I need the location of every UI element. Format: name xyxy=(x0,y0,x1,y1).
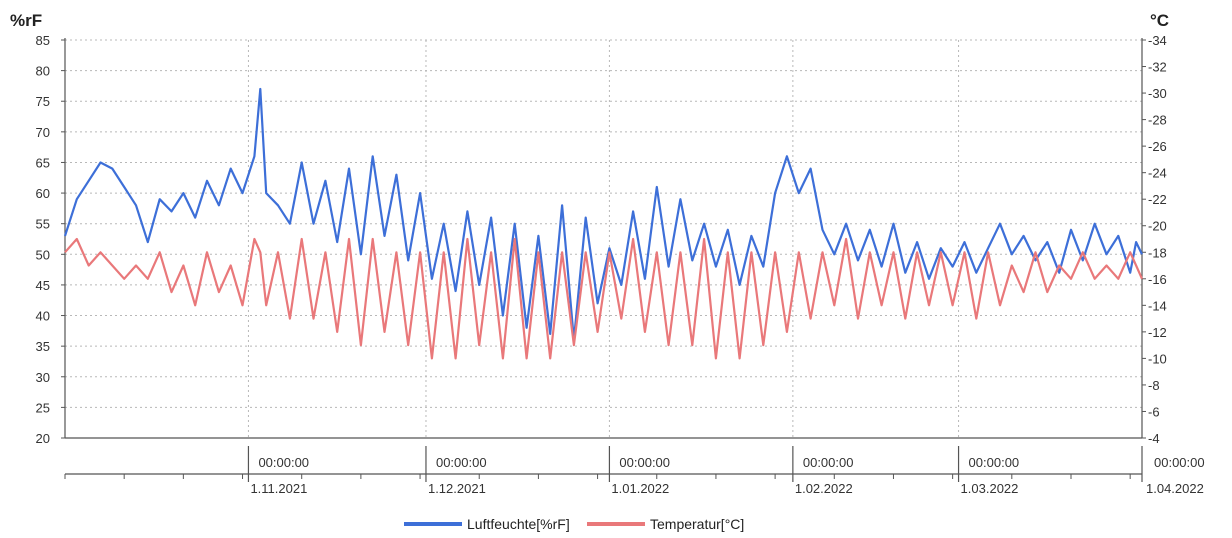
date-tick-time: 00:00:00 xyxy=(1154,455,1205,470)
date-tick-label: 1.12.2021 xyxy=(428,481,486,496)
right-tick-label: -26 xyxy=(1148,139,1167,154)
right-axis-title: °C xyxy=(1150,11,1169,30)
right-tick-label: -12 xyxy=(1148,325,1167,340)
right-tick-label: -14 xyxy=(1148,298,1167,313)
grid xyxy=(65,39,1143,439)
axes: 20 25 30 35 40 45 50 55 60 65 70 75 80 85 -4 -6 -8 -10 -12… xyxy=(36,33,1205,496)
date-tick-label: 1.04.2022 xyxy=(1146,481,1204,496)
left-tick-label: 75 xyxy=(36,94,50,109)
left-tick-label: 70 xyxy=(36,125,50,140)
right-tick-label: -28 xyxy=(1148,113,1167,128)
right-tick-label: -30 xyxy=(1148,86,1167,101)
series-line-luftfeuchte xyxy=(63,87,1143,342)
date-tick-label: 1.02.2022 xyxy=(795,481,853,496)
date-tick-label: 1.01.2022 xyxy=(611,481,669,496)
legend-label: Luftfeuchte[%rF] xyxy=(467,516,570,532)
date-tick-time: 00:00:00 xyxy=(258,455,309,470)
right-tick-label: -4 xyxy=(1148,431,1160,446)
right-tick-label: -16 xyxy=(1148,272,1167,287)
left-tick-label: 50 xyxy=(36,247,50,262)
left-tick-label: 35 xyxy=(36,339,50,354)
left-axis-title: %rF xyxy=(10,11,42,30)
left-tick-label: 65 xyxy=(36,155,50,170)
left-tick-label: 45 xyxy=(36,278,50,293)
right-tick-label: -20 xyxy=(1148,219,1167,234)
right-tick-label: -6 xyxy=(1148,404,1160,419)
series-line-temperatur xyxy=(64,237,1144,360)
date-tick-time: 00:00:00 xyxy=(619,455,670,470)
date-tick-label: 1.11.2021 xyxy=(250,481,307,496)
legend: Luftfeuchte[%rF] Temperatur[°C] xyxy=(404,516,744,532)
right-tick-label: -32 xyxy=(1148,60,1167,75)
right-tick-label: -18 xyxy=(1148,245,1167,260)
right-tick-label: -8 xyxy=(1148,378,1160,393)
left-tick-label: 85 xyxy=(36,33,50,48)
left-tick-label: 30 xyxy=(36,370,50,385)
date-tick-label: 1.03.2022 xyxy=(961,481,1019,496)
right-tick-label: -24 xyxy=(1148,166,1167,181)
date-tick-time: 00:00:00 xyxy=(436,455,487,470)
series-layer xyxy=(63,87,1144,360)
right-tick-label: -22 xyxy=(1148,192,1167,207)
left-tick-label: 80 xyxy=(36,64,50,79)
left-tick-label: 60 xyxy=(36,186,50,201)
right-tick-label: -10 xyxy=(1148,351,1167,366)
date-tick-time: 00:00:00 xyxy=(969,455,1020,470)
left-tick-label: 25 xyxy=(36,400,50,415)
left-tick-label: 40 xyxy=(36,309,50,324)
left-tick-label: 55 xyxy=(36,217,50,232)
legend-label: Temperatur[°C] xyxy=(650,516,744,532)
date-tick-time: 00:00:00 xyxy=(803,455,854,470)
left-tick-label: 20 xyxy=(36,431,50,446)
right-tick-label: -34 xyxy=(1148,33,1167,48)
